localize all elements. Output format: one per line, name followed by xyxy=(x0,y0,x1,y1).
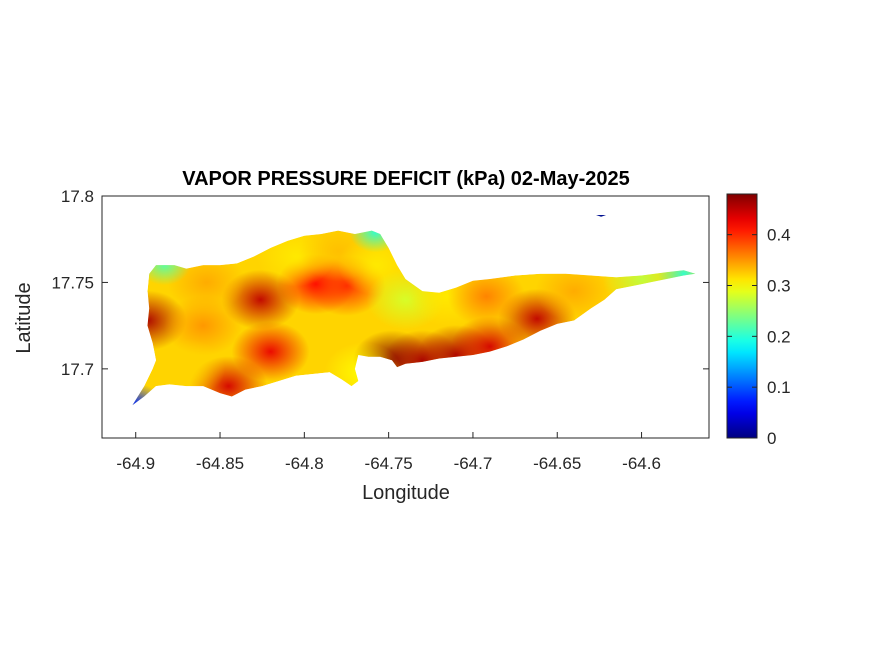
plot-axes-box xyxy=(101,195,710,439)
colorbar: 0 0.1 0.2 0.3 0.4 xyxy=(726,193,791,448)
x-tick-label: -64.9 xyxy=(116,454,155,473)
colorbar-tick-label: 0.1 xyxy=(767,378,791,397)
colorbar-tick-label: 0 xyxy=(767,429,776,448)
x-axis-label: Longitude xyxy=(362,482,450,504)
colorbar-ticks: 0 0.1 0.2 0.3 0.4 xyxy=(727,226,791,448)
x-axis: -64.9 -64.85 -64.8 -64.75 -64.7 -64.65 -64.6 xyxy=(116,432,661,473)
x-tick-label: -64.7 xyxy=(454,454,493,473)
vpd-hotspot xyxy=(535,261,614,322)
vpd-hotspot xyxy=(147,338,226,399)
x-tick-label: -64.65 xyxy=(533,454,581,473)
chart-title: VAPOR PRESSURE DEFICIT (kPa) 02-May-2025 xyxy=(182,168,630,190)
vpd-field xyxy=(132,215,696,406)
y-tick-label: 17.7 xyxy=(61,360,94,379)
x-tick-label: -64.75 xyxy=(365,454,413,473)
y-axis: 17.7 17.75 17.8 xyxy=(51,187,709,379)
colorbar-tick-label: 0.2 xyxy=(767,327,791,346)
x-tick-label: -64.8 xyxy=(285,454,324,473)
colorbar-gradient xyxy=(726,193,758,439)
colorbar-tick-label: 0.3 xyxy=(767,277,791,296)
x-tick-label: -64.85 xyxy=(196,454,244,473)
x-tick-label: -64.6 xyxy=(622,454,661,473)
y-tick-label: 17.8 xyxy=(61,187,94,206)
y-tick-label: 17.75 xyxy=(51,273,94,292)
islet-shape xyxy=(596,215,607,217)
y-axis-label: Latitude xyxy=(13,282,35,353)
colorbar-tick-label: 0.4 xyxy=(767,226,791,245)
